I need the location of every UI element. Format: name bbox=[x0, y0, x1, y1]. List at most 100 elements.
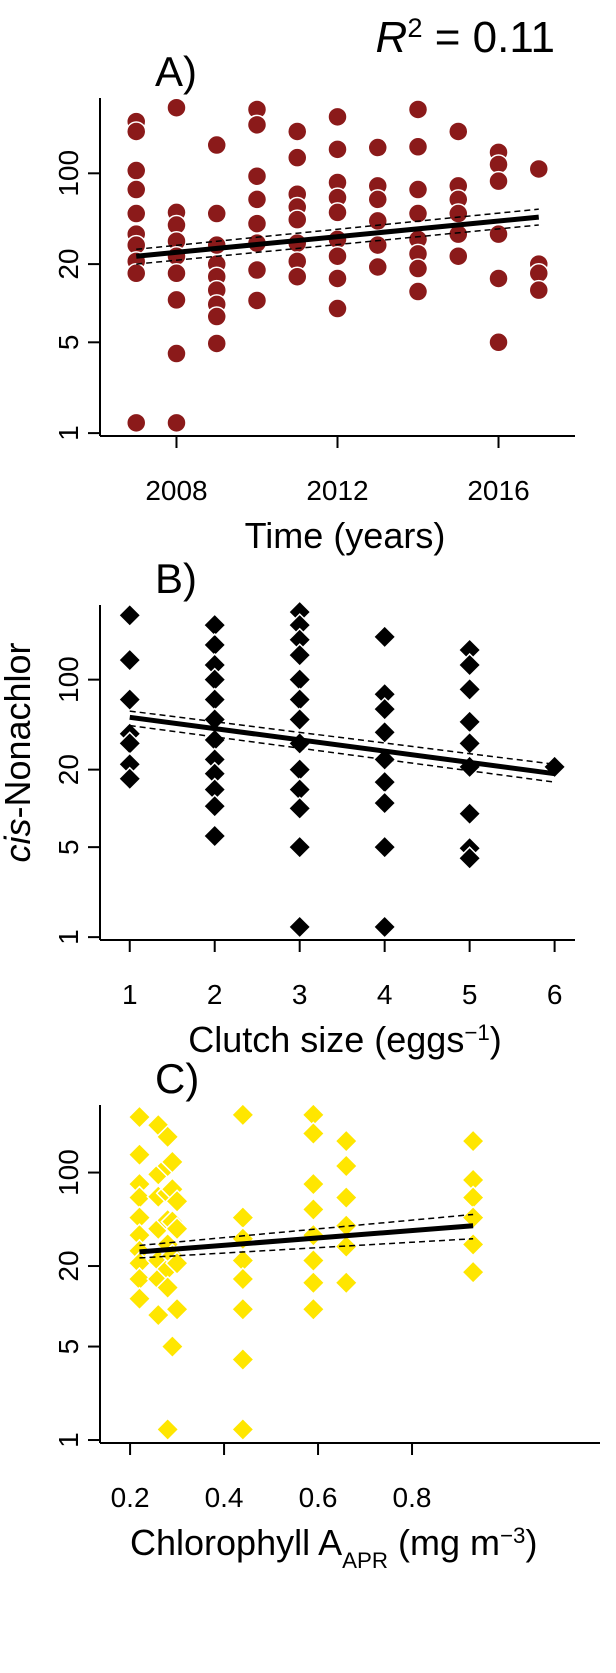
text-segment: APR bbox=[342, 1548, 388, 1573]
point bbox=[301, 1297, 326, 1322]
point bbox=[206, 134, 227, 156]
y-tick-label: 100 bbox=[53, 150, 84, 197]
point bbox=[528, 279, 550, 301]
confidence-line bbox=[129, 724, 555, 783]
confidence-line bbox=[139, 1213, 474, 1247]
point bbox=[155, 1275, 180, 1300]
point bbox=[448, 121, 469, 142]
y-tick-label: 1 bbox=[53, 1432, 84, 1448]
point bbox=[246, 165, 268, 187]
panel: 1 5 20 100 0.2 0.4 0.6 0.8 C) Chlorophyll AAPR (m… bbox=[53, 1055, 600, 1573]
point bbox=[407, 258, 429, 279]
point bbox=[230, 1205, 255, 1230]
point bbox=[287, 687, 312, 712]
point bbox=[166, 263, 187, 284]
point bbox=[202, 632, 227, 658]
x-tick-label: 0.8 bbox=[393, 1482, 432, 1513]
point bbox=[246, 290, 268, 311]
point bbox=[166, 343, 187, 364]
text-segment: −1 bbox=[464, 1020, 489, 1045]
text-segment: Time (years) bbox=[245, 515, 446, 556]
point bbox=[166, 289, 187, 311]
point bbox=[125, 179, 147, 200]
point bbox=[286, 121, 308, 142]
fit-line bbox=[129, 714, 555, 777]
point bbox=[125, 412, 147, 434]
point bbox=[246, 213, 268, 234]
point bbox=[206, 234, 227, 256]
point bbox=[301, 1248, 326, 1273]
y-tick-label: 100 bbox=[53, 656, 84, 703]
point bbox=[117, 766, 142, 791]
y-tick-label: 5 bbox=[53, 1339, 84, 1355]
point bbox=[301, 1172, 326, 1197]
point bbox=[287, 796, 312, 821]
x-tick-label: 1 bbox=[122, 979, 138, 1010]
point bbox=[206, 333, 227, 354]
point bbox=[206, 306, 227, 327]
fit-line bbox=[135, 214, 540, 259]
point bbox=[457, 677, 482, 702]
point bbox=[461, 1205, 486, 1230]
point bbox=[372, 720, 397, 745]
point bbox=[165, 1216, 190, 1241]
point bbox=[461, 1232, 486, 1257]
x-tick-label: 0.2 bbox=[111, 1482, 150, 1513]
point bbox=[372, 835, 397, 860]
point bbox=[155, 1124, 180, 1149]
point bbox=[125, 121, 147, 142]
point bbox=[461, 1260, 486, 1285]
point bbox=[301, 1270, 326, 1295]
point bbox=[202, 687, 227, 712]
point bbox=[246, 189, 268, 210]
point bbox=[457, 652, 482, 678]
point bbox=[246, 114, 268, 136]
point bbox=[125, 203, 147, 224]
y-tick-label: 5 bbox=[53, 839, 84, 855]
point bbox=[202, 613, 227, 638]
point bbox=[334, 1185, 359, 1210]
x-tick-label: 6 bbox=[547, 979, 563, 1010]
text-segment: Chlorophyll A bbox=[130, 1522, 342, 1563]
confidence-line bbox=[136, 224, 539, 265]
point bbox=[165, 1251, 190, 1276]
point bbox=[327, 298, 348, 319]
x-tick-label: 2016 bbox=[467, 475, 529, 506]
point bbox=[246, 259, 268, 281]
panel-label: A) bbox=[155, 48, 197, 95]
point bbox=[230, 1266, 255, 1292]
point bbox=[230, 1297, 255, 1322]
point bbox=[127, 1142, 152, 1167]
text-segment: cis bbox=[0, 819, 38, 863]
panel: 1 5 20 100 1 2 3 4 5 6 B) Clutch size (eggs−1) cis-N… bbox=[0, 555, 575, 1060]
text-segment: = 0.11 bbox=[422, 13, 555, 62]
point bbox=[160, 1149, 185, 1175]
point bbox=[407, 203, 429, 224]
point bbox=[287, 757, 312, 782]
point bbox=[286, 266, 308, 287]
point bbox=[117, 647, 142, 673]
point bbox=[448, 203, 469, 224]
point bbox=[334, 1153, 359, 1179]
point bbox=[286, 147, 308, 168]
point bbox=[461, 1128, 486, 1154]
x-tick-label: 3 bbox=[292, 979, 308, 1010]
panel: 1 5 20 100 2008 2012 2016 A) R2 = 0.11 Time (year… bbox=[53, 12, 575, 556]
text-segment: ) bbox=[490, 1019, 502, 1060]
point bbox=[327, 268, 348, 289]
point bbox=[407, 281, 429, 302]
point bbox=[367, 189, 389, 210]
point bbox=[372, 697, 397, 722]
point bbox=[528, 158, 550, 180]
point bbox=[286, 209, 308, 230]
point bbox=[372, 624, 397, 649]
point bbox=[488, 332, 509, 353]
y-tick-label: 20 bbox=[53, 1250, 84, 1281]
point bbox=[287, 667, 312, 692]
y-tick-label: 5 bbox=[53, 335, 84, 351]
point bbox=[146, 1302, 171, 1328]
fit-line bbox=[139, 1223, 474, 1255]
point bbox=[367, 137, 389, 158]
annotation: R2 = 0.11 bbox=[376, 12, 555, 63]
